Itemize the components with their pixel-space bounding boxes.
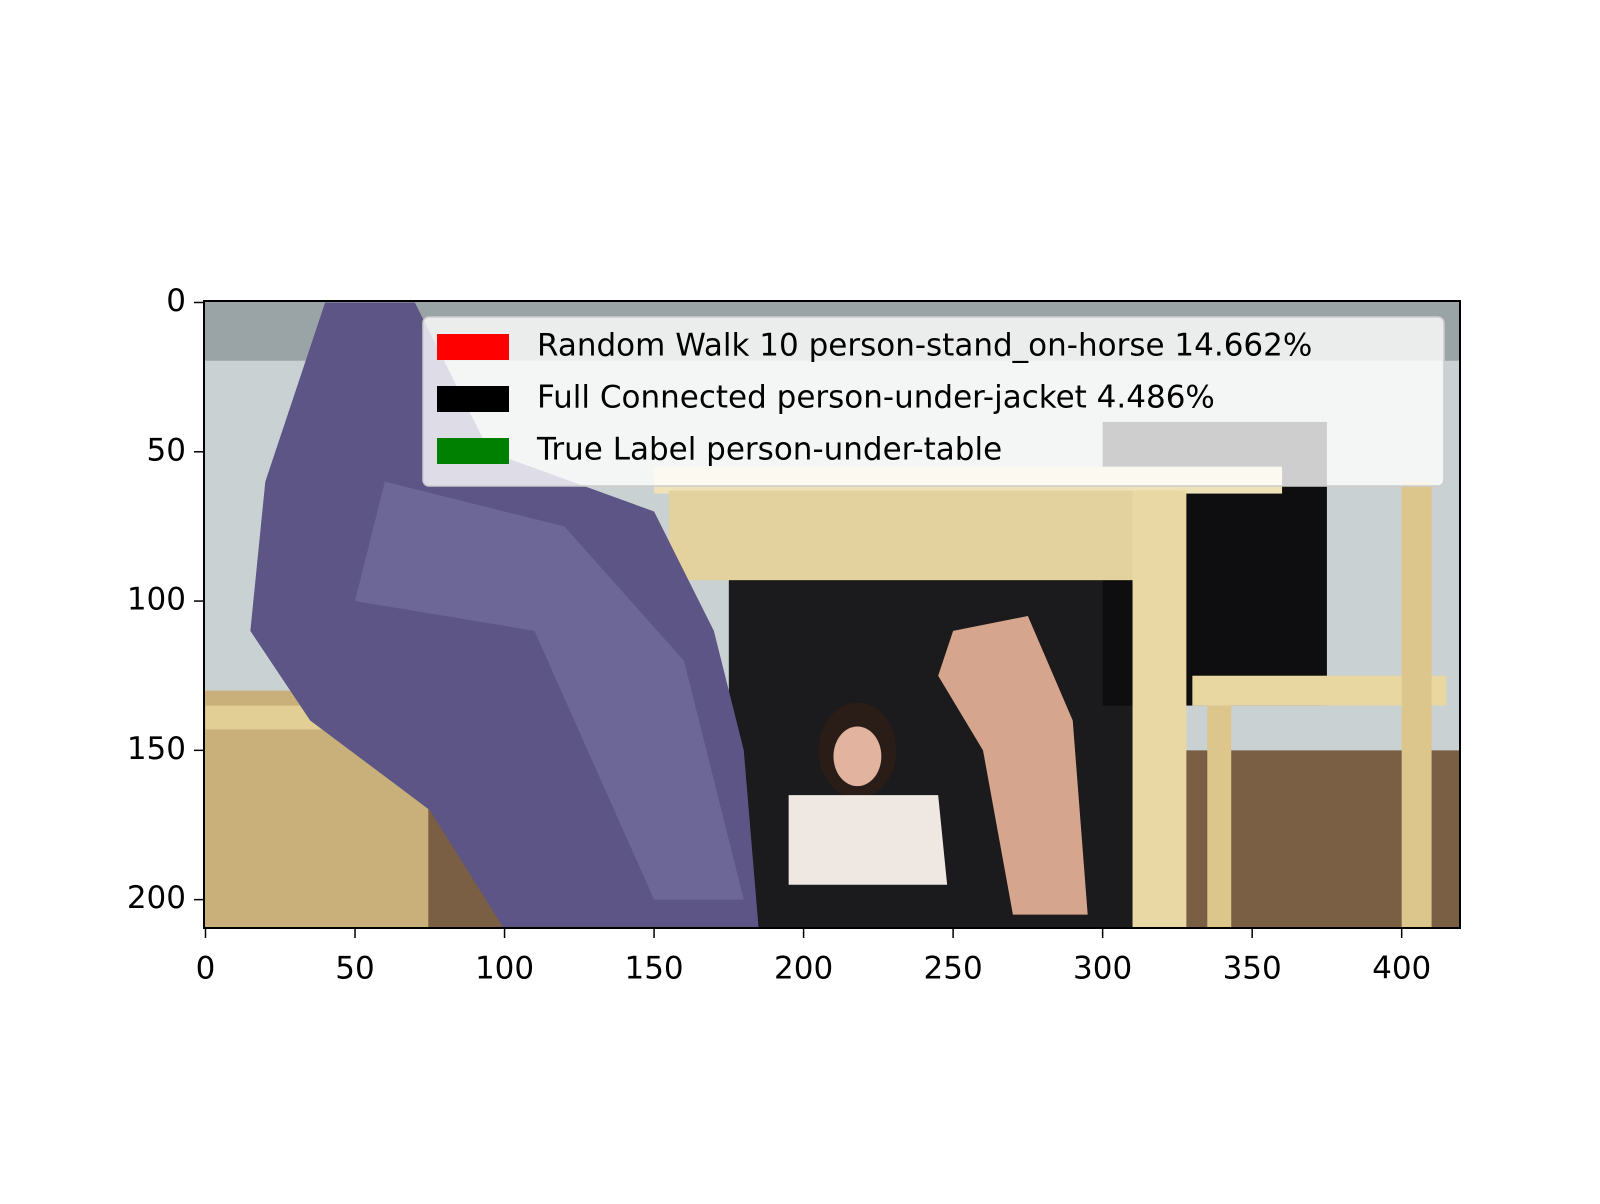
legend-label: True Label person-under-table	[536, 432, 1002, 468]
legend-label: Random Walk 10 person-stand_on-horse 14.…	[537, 328, 1312, 364]
girl-dress	[788, 795, 948, 885]
x-tick-label: 200	[774, 951, 833, 987]
legs	[938, 615, 1088, 915]
right-chair-leg	[1207, 705, 1232, 928]
legend-label: Full Connected person-under-jacket 4.486…	[537, 380, 1215, 416]
axes-frame	[203, 300, 1461, 929]
y-tick-label: 150	[127, 731, 186, 767]
x-tick-label: 350	[1223, 951, 1282, 987]
right-chair-back	[1401, 481, 1432, 928]
dress-highlight	[355, 481, 744, 900]
table-apron	[669, 490, 1178, 581]
legend: Random Walk 10 person-stand_on-horse 14.…	[422, 316, 1445, 487]
x-tick-label: 0	[196, 951, 216, 987]
x-tick-label: 300	[1073, 951, 1132, 987]
y-tick-label: 0	[166, 283, 186, 319]
x-tick-label: 50	[335, 951, 374, 987]
x-tick-label: 250	[924, 951, 983, 987]
legend-swatch	[437, 438, 509, 464]
table-leg	[1132, 490, 1187, 928]
girl-face	[833, 726, 882, 787]
legend-box	[422, 316, 1445, 487]
legend-swatch	[437, 386, 509, 412]
y-tick-label: 200	[127, 880, 186, 916]
x-tick-label: 400	[1372, 951, 1431, 987]
legend-swatch	[437, 334, 509, 360]
x-tick-label: 100	[475, 951, 534, 987]
y-tick-label: 100	[127, 582, 186, 618]
y-tick-label: 50	[147, 432, 186, 468]
x-tick-label: 150	[624, 951, 683, 987]
